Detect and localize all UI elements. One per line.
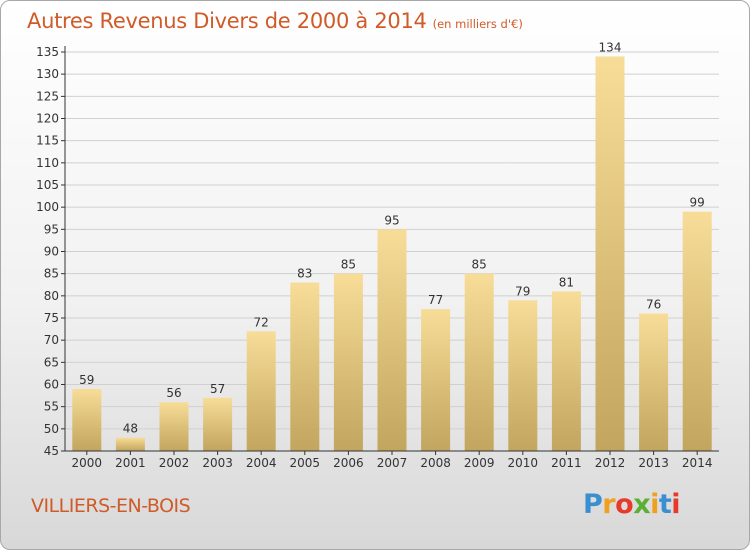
- y-tick-label: 90: [44, 245, 59, 259]
- bar: [159, 402, 189, 451]
- bar: [508, 300, 538, 451]
- data-label: 83: [297, 267, 312, 281]
- logo-letter: x: [633, 489, 651, 520]
- logo-letter: o: [615, 489, 634, 520]
- y-tick-label: 80: [44, 289, 59, 303]
- logo-letter: i: [650, 489, 659, 520]
- y-tick-label: 135: [36, 45, 59, 59]
- x-tick-label: 2012: [595, 456, 626, 470]
- data-label: 95: [384, 213, 399, 227]
- logo-letter: P: [583, 489, 603, 520]
- x-tick-label: 2004: [246, 456, 277, 470]
- bar: [421, 309, 451, 451]
- x-tick-label: 2011: [551, 456, 582, 470]
- data-label: 57: [210, 382, 225, 396]
- y-tick-label: 55: [44, 400, 59, 414]
- y-tick-label: 50: [44, 422, 59, 436]
- x-tick-label: 2007: [377, 456, 408, 470]
- x-tick-label: 2013: [638, 456, 669, 470]
- x-tick-label: 2014: [682, 456, 713, 470]
- y-tick-label: 115: [36, 134, 59, 148]
- title-unit: (en milliers d'€): [432, 17, 523, 31]
- bar: [551, 291, 581, 451]
- y-tick-label: 70: [44, 333, 59, 347]
- x-tick-label: 2005: [290, 456, 321, 470]
- data-label: 99: [690, 196, 705, 210]
- y-tick-label: 60: [44, 378, 59, 392]
- data-label: 72: [254, 315, 269, 329]
- data-label: 79: [515, 284, 530, 298]
- y-tick-label: 130: [36, 67, 59, 81]
- data-label: 81: [559, 275, 574, 289]
- bar: [639, 313, 669, 451]
- data-label: 56: [166, 386, 181, 400]
- y-tick-label: 105: [36, 178, 59, 192]
- bar: [72, 388, 102, 451]
- data-label: 85: [341, 258, 356, 272]
- x-tick-label: 2000: [72, 456, 103, 470]
- chart-title: Autres Revenus Divers de 2000 à 2014 (en …: [27, 9, 523, 33]
- title-text: Autres Revenus Divers de 2000 à 2014: [27, 9, 427, 33]
- data-label: 85: [472, 258, 487, 272]
- data-label: 134: [599, 40, 622, 54]
- y-tick-label: 45: [44, 444, 59, 458]
- y-tick-label: 125: [36, 89, 59, 103]
- proxiti-logo: Proxiti: [583, 489, 681, 520]
- bar: [246, 331, 276, 451]
- logo-letter: r: [602, 489, 616, 520]
- y-tick-label: 85: [44, 267, 59, 281]
- data-label: 77: [428, 293, 443, 307]
- bar: [203, 397, 233, 451]
- y-tick-label: 120: [36, 112, 59, 126]
- x-tick-label: 2010: [508, 456, 539, 470]
- bar: [333, 273, 363, 451]
- bar: [682, 211, 712, 451]
- bar: [464, 273, 494, 451]
- x-tick-label: 2009: [464, 456, 495, 470]
- data-label: 48: [123, 422, 138, 436]
- y-tick-label: 95: [44, 222, 59, 236]
- commune-name: VILLIERS-EN-BOIS: [31, 495, 191, 517]
- y-tick-label: 100: [36, 200, 59, 214]
- bar: [595, 56, 625, 451]
- x-tick-label: 2003: [202, 456, 233, 470]
- y-tick-label: 110: [36, 156, 59, 170]
- logo-letter: i: [671, 489, 681, 520]
- bar: [115, 437, 145, 451]
- logo-letter: t: [658, 489, 672, 520]
- bar: [290, 282, 320, 451]
- x-tick-label: 2006: [333, 456, 364, 470]
- data-label: 59: [79, 373, 94, 387]
- x-tick-label: 2008: [420, 456, 451, 470]
- x-tick-label: 2002: [159, 456, 190, 470]
- y-tick-label: 75: [44, 311, 59, 325]
- bar: [377, 229, 407, 451]
- data-label: 76: [646, 298, 661, 312]
- y-tick-label: 65: [44, 355, 59, 369]
- x-tick-label: 2001: [115, 456, 146, 470]
